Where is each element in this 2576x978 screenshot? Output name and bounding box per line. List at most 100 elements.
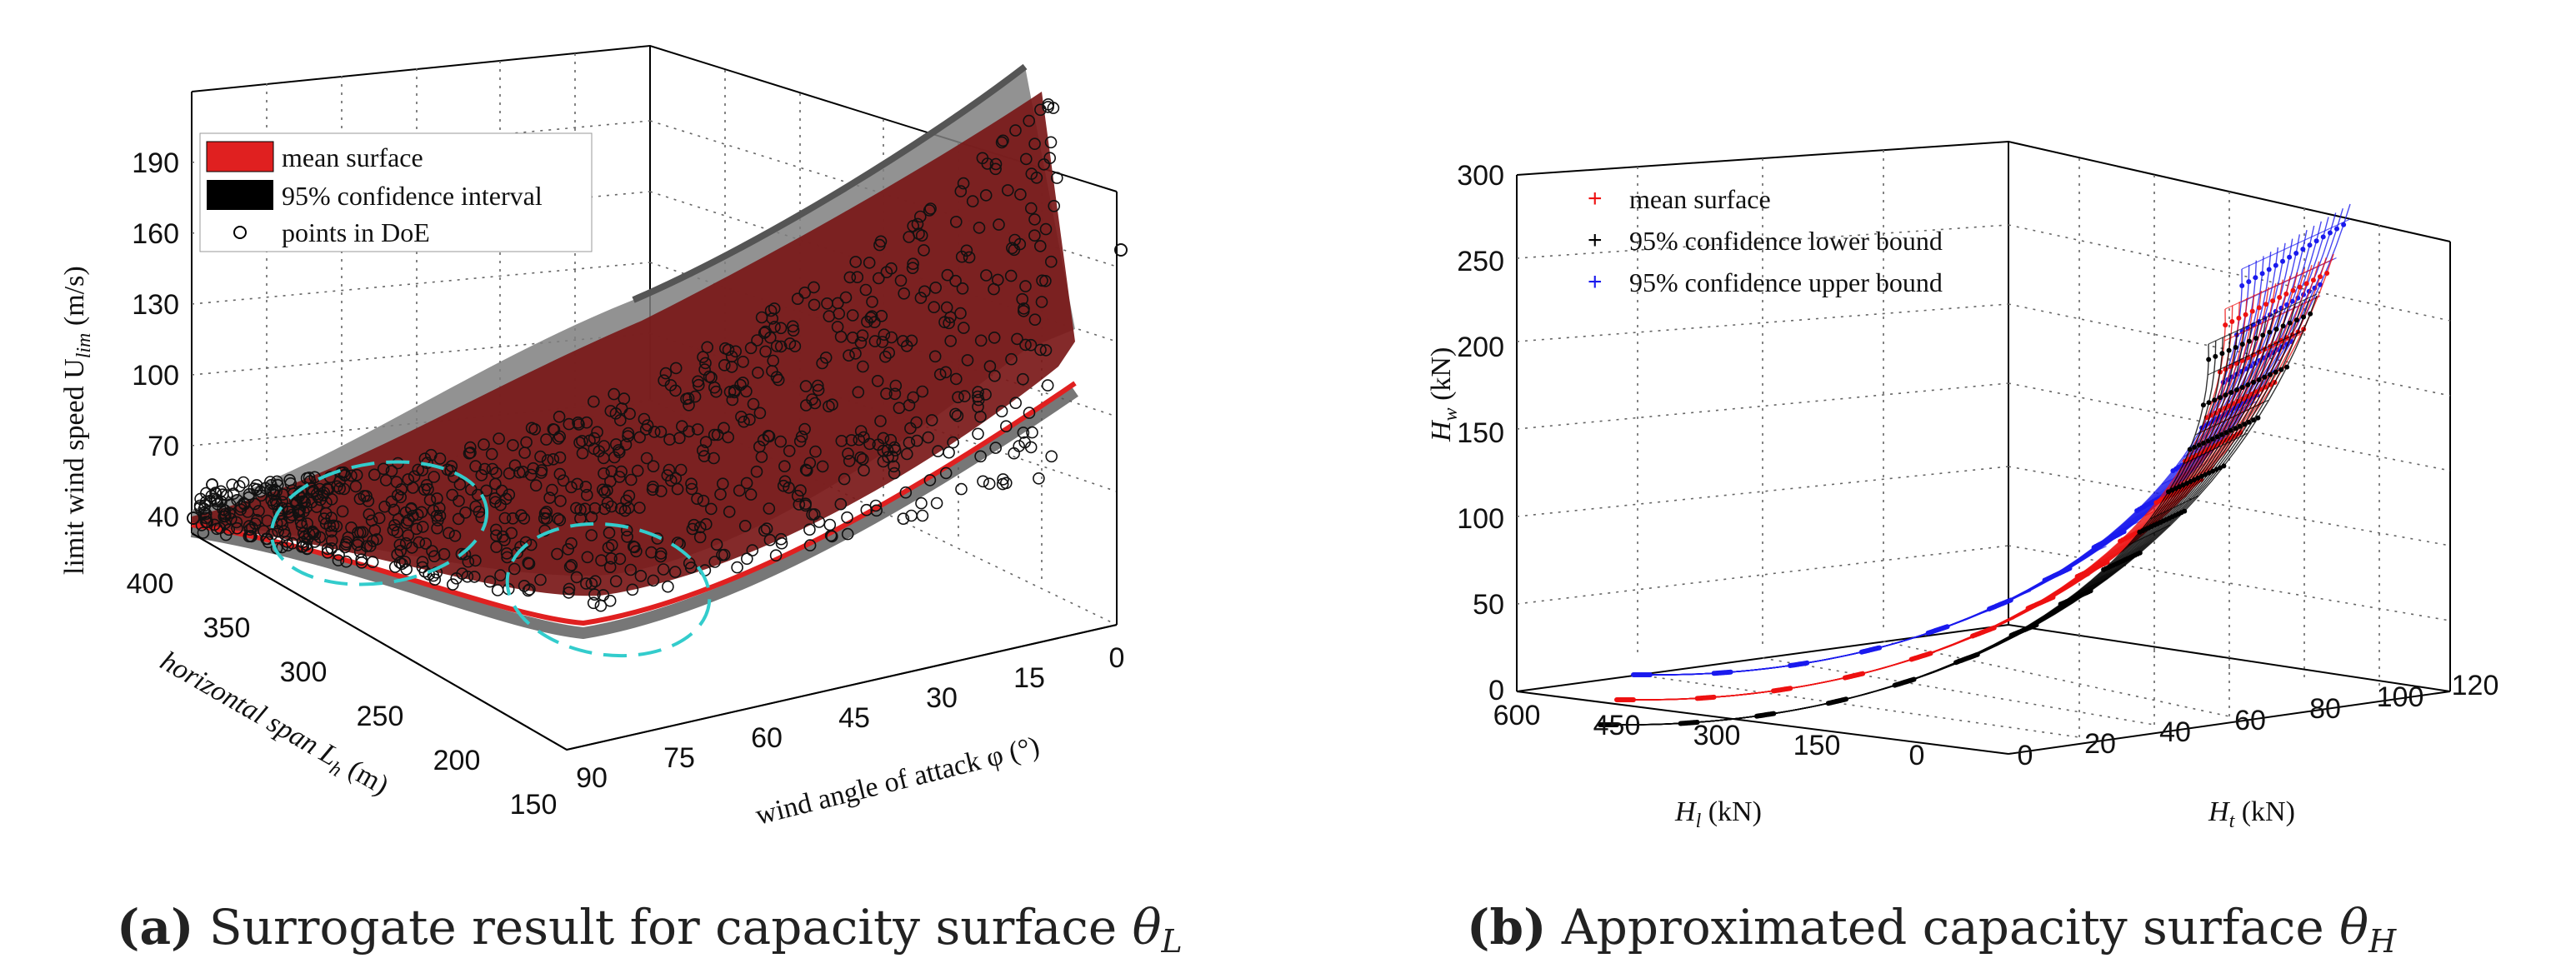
doe-point	[740, 477, 753, 490]
doe-point	[750, 465, 763, 478]
doe-point	[928, 350, 942, 363]
doe-point	[332, 554, 345, 566]
doe-point	[943, 446, 955, 459]
doe-point	[519, 536, 533, 549]
lower-bound-point	[2187, 447, 2193, 452]
doe-point	[494, 569, 507, 581]
doe-point	[243, 530, 256, 543]
doe-point	[791, 292, 804, 306]
doe-point	[943, 317, 955, 330]
doe-point	[534, 450, 547, 463]
doe-point	[398, 555, 412, 568]
doe-point	[663, 463, 676, 477]
doe-point	[1039, 222, 1053, 236]
chart-a-z-ticks: 190 160 130 100 70 40	[132, 147, 179, 533]
doe-point	[511, 546, 523, 560]
doe-point	[431, 492, 443, 505]
doe-point	[580, 577, 593, 590]
doe-point	[950, 372, 963, 386]
doe-point	[431, 521, 443, 535]
doe-point	[621, 530, 633, 543]
doe-point	[1020, 152, 1033, 166]
doe-point	[231, 493, 243, 506]
doe-point	[775, 536, 788, 550]
doe-point	[979, 189, 993, 202]
doe-point	[722, 431, 735, 444]
doe-point	[1019, 338, 1032, 352]
doe-point	[598, 502, 611, 516]
doe-point	[788, 340, 802, 352]
doe-point	[704, 502, 718, 516]
doe-point	[626, 583, 639, 596]
doe-point	[1026, 426, 1038, 439]
doe-point	[659, 367, 673, 380]
upper-bound-point	[2334, 226, 2339, 232]
doe-point	[918, 244, 930, 257]
doe-point	[974, 334, 988, 347]
doe-point	[854, 451, 867, 464]
lower-bound-link	[2203, 365, 2288, 406]
doe-point	[608, 387, 621, 401]
doe-point	[731, 561, 743, 574]
mean-point	[2223, 322, 2228, 328]
doe-point	[1028, 213, 1041, 226]
chart-b-z-tick: 0	[1488, 675, 1504, 706]
doe-point	[803, 457, 817, 470]
doe-point	[1004, 269, 1018, 282]
doe-point	[699, 517, 713, 531]
upper-bound-point	[2293, 251, 2299, 256]
doe-point	[199, 507, 213, 521]
doe-point	[453, 478, 467, 491]
doe-point	[1034, 240, 1047, 252]
doe-point	[581, 551, 594, 564]
doe-point	[772, 373, 785, 387]
doe-point	[951, 409, 964, 422]
doe-point	[889, 379, 903, 392]
doe-point	[416, 521, 429, 533]
doe-point	[248, 482, 261, 495]
doe-point	[1016, 292, 1028, 306]
doe-point	[321, 542, 334, 556]
doe-point	[490, 541, 503, 553]
doe-point	[783, 444, 796, 457]
doe-point	[941, 268, 954, 282]
mean-point	[2283, 291, 2289, 297]
doe-point	[950, 215, 963, 228]
doe-point	[565, 536, 578, 550]
doe-point	[753, 440, 766, 453]
lower-bound-link	[2044, 601, 2073, 616]
doe-point	[508, 459, 522, 472]
mean-point	[1860, 671, 1866, 676]
doe-point	[684, 561, 698, 574]
doe-point	[506, 511, 519, 525]
doe-point	[618, 504, 632, 517]
doe-point	[868, 316, 881, 329]
chart-b-z-tick: 50	[1473, 589, 1504, 621]
doe-point	[233, 480, 246, 492]
chart-a-angle-tick: 30	[926, 682, 958, 714]
doe-point	[956, 282, 969, 295]
doe-point	[258, 525, 270, 537]
doe-point	[388, 561, 402, 573]
doe-point	[928, 301, 940, 314]
doe-point	[733, 484, 746, 497]
doe-point	[313, 482, 326, 496]
doe-point	[811, 379, 824, 392]
doe-point	[1033, 472, 1045, 485]
doe-point	[774, 532, 788, 546]
mean-point	[2324, 271, 2330, 276]
doe-point	[746, 544, 759, 556]
chart-b-z-ticks: 300 250 200 150 100 50 0	[1457, 160, 1504, 706]
doe-point	[803, 539, 817, 551]
doe-point	[553, 451, 567, 464]
doe-point	[516, 465, 529, 478]
chart-b-z-tick: 100	[1457, 503, 1504, 535]
doe-point	[578, 502, 592, 516]
doe-point	[777, 479, 790, 492]
doe-point	[349, 480, 363, 493]
doe-point	[319, 506, 333, 520]
doe-point	[538, 511, 551, 525]
doe-point	[738, 415, 750, 428]
doe-point	[925, 414, 938, 427]
doe-point	[766, 365, 778, 377]
